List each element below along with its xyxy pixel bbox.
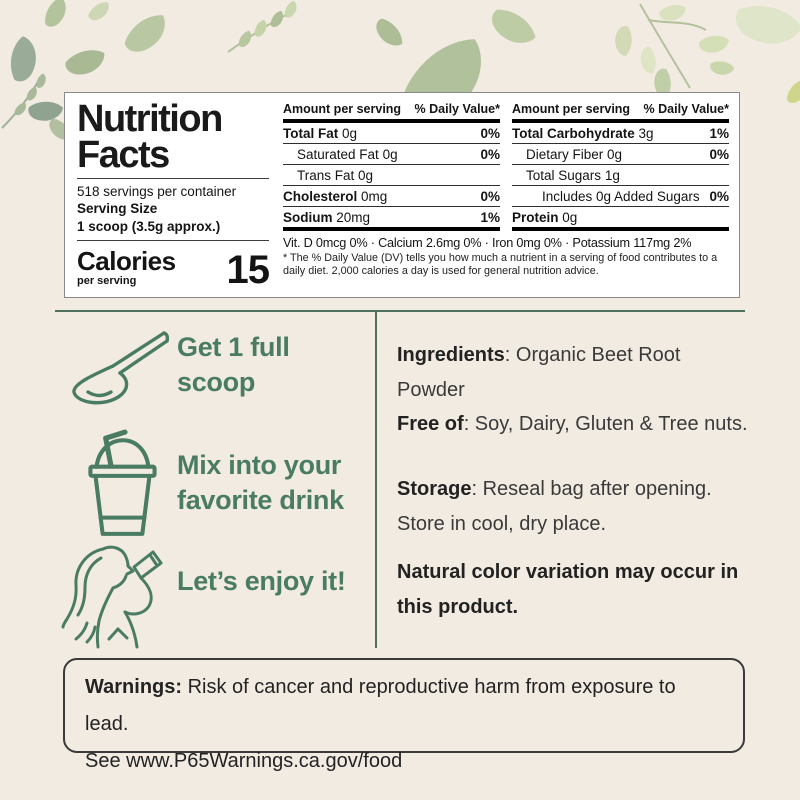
nutrient-row: Total Fat 0g 0% <box>283 123 500 144</box>
serving-size-value: 1 scoop (3.5g approx.) <box>77 218 221 234</box>
nutrient-row: Includes 0g Added Sugars 0% <box>512 186 729 207</box>
nutrient-row: Protein 0g <box>512 207 729 231</box>
ingredients-paragraph: Ingredients: Organic Beet Root Powder <box>397 344 681 401</box>
micronutrients-line: Vit. D 0mcg 0% · Calcium 2.6mg 0% · Iron… <box>283 236 692 250</box>
nutrition-facts-title: Nutrition Facts <box>77 98 269 177</box>
nutrient-row: Sodium 20mg 1% <box>283 207 500 231</box>
calories-row: Calories per serving 15 <box>77 245 270 292</box>
nutrient-row: Total Sugars 1g <box>512 165 729 186</box>
nutrient-row: Cholesterol 0mg 0% <box>283 186 500 207</box>
calories-label: Calories <box>77 245 176 276</box>
step-label-mix: Mix into your favorite drink <box>177 450 344 516</box>
calories-value: 15 <box>226 247 270 292</box>
column-header: Amount per serving % Daily Value* <box>283 101 500 123</box>
divider <box>77 178 269 180</box>
storage-paragraph: Storage: Reseal bag after opening. Store… <box>397 478 712 535</box>
nutrient-row: Trans Fat 0g <box>283 165 500 186</box>
daily-value-footnote: * The % Daily Value (DV) tells you how m… <box>283 252 718 278</box>
nutrition-column-fat: Amount per serving % Daily Value* Total … <box>283 101 500 231</box>
nutrition-summary-column: Nutrition Facts 518 servings per contain… <box>77 98 270 292</box>
free-of-paragraph: Free of: Soy, Dairy, Gluten & Tree nuts. <box>397 413 748 435</box>
cup-icon <box>79 426 167 540</box>
amount-header: Amount per serving <box>512 102 631 116</box>
warnings-line-2: See www.P65Warnings.ca.gov/food <box>85 750 403 772</box>
scoop-icon <box>61 326 169 410</box>
title-line-1: Nutrition <box>77 98 223 140</box>
step-label-enjoy: Let’s enjoy it! <box>177 566 346 596</box>
drinking-person-icon <box>57 542 179 650</box>
divider <box>77 239 269 241</box>
vertical-divider <box>375 312 377 648</box>
nutrition-facts-panel: Nutrition Facts 518 servings per contain… <box>64 92 740 298</box>
warnings-box: Warnings: Risk of cancer and reproductiv… <box>63 658 745 772</box>
daily-value-header: % Daily Value* <box>414 102 500 116</box>
nutrient-row: Saturated Fat 0g 0% <box>283 144 500 165</box>
column-header: Amount per serving % Daily Value* <box>512 101 729 123</box>
warnings-line-1: Warnings: Risk of cancer and reproductiv… <box>85 676 676 735</box>
calories-sub-label: per serving <box>77 274 137 287</box>
daily-value-header: % Daily Value* <box>643 102 729 116</box>
usage-section: Get 1 full scoop Mix into your favorite … <box>55 310 748 650</box>
nutrient-row: Dietary Fiber 0g 0% <box>512 144 729 165</box>
warnings-label: Warnings: <box>85 676 183 698</box>
nutrition-column-carb: Amount per serving % Daily Value* Total … <box>512 101 729 231</box>
step-label-scoop: Get 1 full scoop <box>177 332 290 398</box>
serving-size-label: Serving Size <box>77 201 158 217</box>
servings-per-container: 518 servings per container <box>77 184 237 200</box>
title-line-2: Facts <box>77 134 170 177</box>
color-variation-note: Natural color variation may occur in thi… <box>397 561 739 618</box>
nutrient-row: Total Carbohydrate 3g 1% <box>512 123 729 144</box>
amount-header: Amount per serving <box>283 102 402 116</box>
